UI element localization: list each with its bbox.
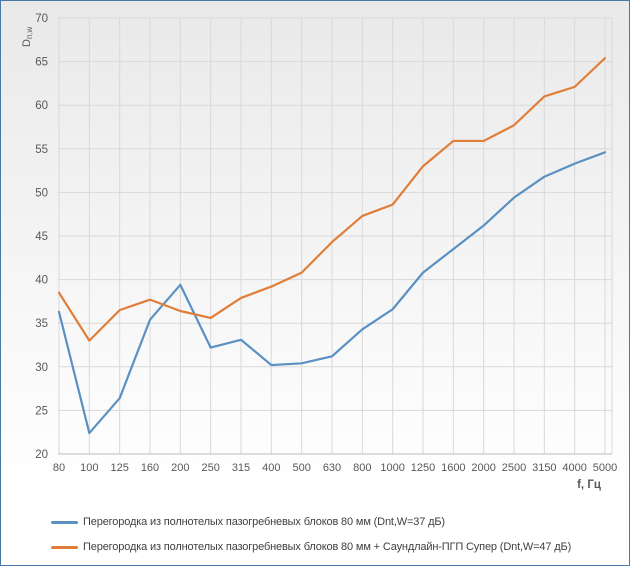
svg-text:100: 100 [80, 462, 98, 474]
svg-text:200: 200 [171, 462, 189, 474]
legend-label-series-2: Перегородка из полнотелых пазогребневых … [83, 541, 572, 553]
svg-text:500: 500 [292, 462, 310, 474]
x-axis-tick-labels: 80 100 125 160 200 250 315 400 500 630 800 1000 1250… [53, 462, 617, 474]
legend-label-series-1: Перегородка из полнотелых пазогребневых … [83, 516, 445, 528]
svg-text:4000: 4000 [562, 462, 586, 474]
svg-text:1250: 1250 [411, 462, 435, 474]
y-gridlines [58, 17, 612, 455]
svg-text:60: 60 [35, 100, 48, 112]
svg-text:250: 250 [201, 462, 219, 474]
svg-text:1000: 1000 [380, 462, 404, 474]
svg-text:630: 630 [323, 462, 341, 474]
y-axis-tick-labels: 20 25 30 35 40 45 50 55 60 65 70 [35, 13, 48, 461]
line-chart-plot: 20 25 30 35 40 45 50 55 60 65 70 80 100 125 160 200 250 3… [21, 13, 617, 491]
series-line-2 [57, 57, 607, 342]
legend-item-series-1: Перегородка из полнотелых пазогребневых … [51, 513, 571, 531]
legend-item-series-2: Перегородка из полнотелых пазогребневых … [51, 538, 571, 556]
svg-text:25: 25 [35, 405, 48, 417]
svg-text:1600: 1600 [441, 462, 465, 474]
svg-text:315: 315 [232, 462, 250, 474]
y-axis-title: Dп,w [21, 26, 34, 47]
svg-text:160: 160 [141, 462, 159, 474]
svg-text:50: 50 [35, 187, 48, 199]
svg-text:70: 70 [35, 13, 48, 25]
svg-text:35: 35 [35, 318, 48, 330]
svg-text:3150: 3150 [532, 462, 556, 474]
svg-text:20: 20 [35, 449, 48, 461]
svg-text:55: 55 [35, 144, 48, 156]
legend-line-swatch-blue [51, 520, 78, 524]
svg-text:5000: 5000 [593, 462, 617, 474]
svg-text:45: 45 [35, 231, 48, 243]
svg-text:125: 125 [110, 462, 128, 474]
legend-line-swatch-orange [51, 545, 78, 549]
svg-text:65: 65 [35, 57, 48, 69]
x-axis-title: f, Гц [577, 479, 601, 491]
svg-text:80: 80 [53, 462, 65, 474]
series-line-1 [57, 151, 607, 435]
x-gridlines [58, 18, 613, 454]
svg-text:2500: 2500 [502, 462, 526, 474]
svg-text:2000: 2000 [471, 462, 495, 474]
svg-text:30: 30 [35, 362, 48, 374]
chart-legend: Перегородка из полнотелых пазогребневых … [51, 513, 571, 556]
svg-text:800: 800 [353, 462, 371, 474]
svg-text:40: 40 [35, 275, 48, 287]
svg-text:400: 400 [262, 462, 280, 474]
